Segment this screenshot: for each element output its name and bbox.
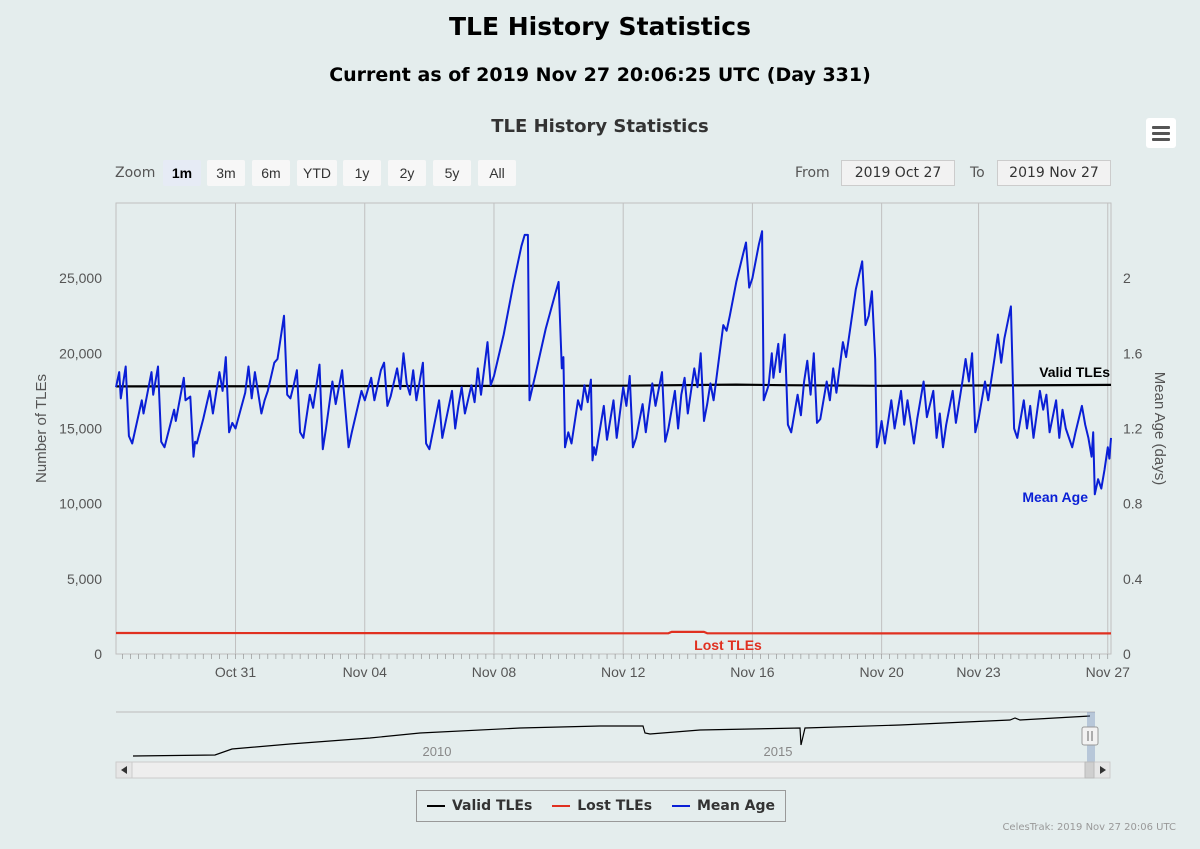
x-tick-label: Nov 23 bbox=[956, 664, 1001, 680]
y-left-tick-label: 25,000 bbox=[59, 270, 102, 286]
mean-age-data-label: Mean Age bbox=[1022, 489, 1088, 505]
zoom-2y-button[interactable]: 2y bbox=[388, 160, 426, 186]
zoom-label: Zoom bbox=[115, 165, 156, 181]
legend-label-mean-age: Mean Age bbox=[696, 798, 776, 814]
y-left-tick-label: 15,000 bbox=[59, 421, 102, 437]
navigator-year-label: 2010 bbox=[423, 744, 452, 759]
y-left-tick-label: 10,000 bbox=[59, 496, 102, 512]
scrollbar-track[interactable] bbox=[115, 761, 1111, 779]
x-tick-label: Oct 31 bbox=[215, 664, 256, 680]
x-tick-label: Nov 16 bbox=[730, 664, 775, 680]
legend: Valid TLEs Lost TLEs Mean Age bbox=[416, 790, 786, 822]
page-subtitle: Current as of 2019 Nov 27 20:06:25 UTC (… bbox=[329, 64, 871, 86]
scroll-left-arrow-icon bbox=[121, 766, 127, 774]
x-tick-label: Nov 12 bbox=[601, 664, 646, 680]
y-right-tick-label: 1.2 bbox=[1123, 421, 1143, 437]
x-tick-label: Nov 04 bbox=[343, 664, 388, 680]
from-label: From bbox=[795, 165, 830, 181]
y-right-tick-label: 0.4 bbox=[1123, 571, 1143, 587]
plot-area bbox=[115, 202, 1112, 655]
y-left-tick-label: 0 bbox=[94, 646, 102, 662]
zoom-1y-button[interactable]: 1y bbox=[343, 160, 381, 186]
x-tick-label: Nov 27 bbox=[1086, 664, 1131, 680]
lost-tles-data-label: Lost TLEs bbox=[694, 637, 762, 653]
navigator-handle-icon[interactable] bbox=[1081, 726, 1099, 746]
x-tick-label: Nov 08 bbox=[472, 664, 517, 680]
navigator-year-label: 2015 bbox=[764, 744, 793, 759]
scroll-right-arrow-icon bbox=[1100, 766, 1106, 774]
y-right-tick-label: 0 bbox=[1123, 646, 1131, 662]
zoom-all-button[interactable]: All bbox=[478, 160, 516, 186]
y-right-axis-title: Mean Age (days) bbox=[1151, 372, 1168, 485]
series-mean-age bbox=[115, 230, 1112, 496]
zoom-ytd-button[interactable]: YTD bbox=[297, 160, 337, 186]
navigator-area bbox=[116, 712, 1095, 762]
y-left-tick-label: 20,000 bbox=[59, 345, 102, 361]
legend-label-lost: Lost TLEs bbox=[577, 798, 653, 814]
zoom-5y-button[interactable]: 5y bbox=[433, 160, 471, 186]
from-date-input[interactable]: 2019 Oct 27 bbox=[841, 160, 955, 186]
legend-label-valid: Valid TLEs bbox=[451, 798, 533, 814]
zoom-6m-button[interactable]: 6m bbox=[252, 160, 290, 186]
legend-swatch-valid bbox=[426, 805, 445, 807]
legend-swatch-lost bbox=[552, 805, 571, 807]
series-lost-tles bbox=[115, 630, 1112, 635]
hamburger-menu-icon[interactable] bbox=[1146, 118, 1176, 148]
y-left-axis-title: Number of TLEs bbox=[33, 374, 50, 483]
valid-tles-data-label: Valid TLEs bbox=[1039, 364, 1110, 380]
legend-item-lost[interactable]: Lost TLEs bbox=[552, 798, 652, 814]
to-label: To bbox=[970, 165, 985, 181]
navigator-series-line bbox=[132, 715, 1091, 757]
credits[interactable]: CelesTrak: 2019 Nov 27 20:06 UTC bbox=[1002, 822, 1176, 833]
x-tick-label: Nov 20 bbox=[859, 664, 904, 680]
page-title: TLE History Statistics bbox=[448, 12, 752, 41]
scrollbar-thumb[interactable] bbox=[1084, 761, 1095, 779]
y-right-tick-label: 0.8 bbox=[1123, 496, 1143, 512]
chart-title: TLE History Statistics bbox=[491, 116, 709, 137]
legend-swatch-mean-age bbox=[671, 805, 690, 807]
y-right-tick-label: 1.6 bbox=[1123, 345, 1143, 361]
zoom-1m-button[interactable]: 1m bbox=[163, 160, 201, 186]
y-left-tick-label: 5,000 bbox=[67, 571, 102, 587]
to-date-input[interactable]: 2019 Nov 27 bbox=[997, 160, 1111, 186]
zoom-3m-button[interactable]: 3m bbox=[207, 160, 245, 186]
legend-item-valid[interactable]: Valid TLEs bbox=[426, 798, 533, 814]
legend-item-mean-age[interactable]: Mean Age bbox=[671, 798, 776, 814]
y-right-tick-label: 2 bbox=[1123, 270, 1131, 286]
